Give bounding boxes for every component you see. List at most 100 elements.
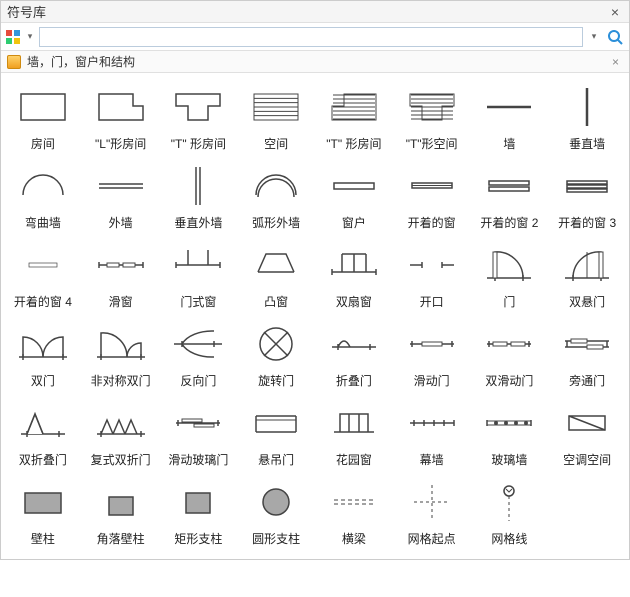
symbol-dblhung[interactable]: 双悬门 (549, 237, 625, 312)
door-icon (479, 239, 539, 291)
symbol-rectcol[interactable]: 矩形支柱 (161, 474, 237, 549)
symbol-label: 双门 (31, 372, 55, 389)
symbol-vwall[interactable]: 垂直墙 (549, 79, 625, 154)
symbol-circcol[interactable]: 圆形支柱 (238, 474, 314, 549)
symbol-compbifold[interactable]: 复式双折门 (83, 395, 159, 470)
symbol-space[interactable]: 空间 (238, 79, 314, 154)
symbol-wall[interactable]: 墙 (472, 79, 548, 154)
symbol-label: 圆形支柱 (252, 530, 300, 547)
breadcrumb-text: 墙，门，窗户和结构 (27, 53, 602, 70)
symbol-asymdbl[interactable]: 非对称双门 (83, 316, 159, 391)
symbol-label: 开着的窗 3 (558, 214, 616, 231)
symbol-revolve[interactable]: 旋转门 (238, 316, 314, 391)
panel-title: 符号库 (7, 2, 607, 21)
breadcrumb-close-icon[interactable]: × (608, 55, 623, 69)
openwin3-icon (557, 160, 617, 212)
symbol-label: 幕墙 (420, 451, 444, 468)
openwin-icon (402, 160, 462, 212)
symbol-openwin3[interactable]: 开着的窗 3 (549, 158, 625, 233)
symbol-library-panel: 符号库 × ▾ ▾ 墙，门，窗户和结构 × 房间"L"形房间"T" 形房间空间"… (0, 0, 630, 560)
l-room-icon (91, 81, 151, 133)
symbol-openwin[interactable]: 开着的窗 (394, 158, 470, 233)
folder-icon (7, 55, 21, 69)
dblslide-icon (479, 318, 539, 370)
symbol-label: 开着的窗 (408, 214, 456, 231)
symbol-label: 空间 (264, 135, 288, 152)
symbol-overhang[interactable]: 悬吊门 (238, 395, 314, 470)
symbol-arcwall[interactable]: 弧形外墙 (238, 158, 314, 233)
symbol-doorwin[interactable]: 门式窗 (161, 237, 237, 312)
symbol-slidewin[interactable]: 滑窗 (83, 237, 159, 312)
symbol-curtainwall[interactable]: 幕墙 (394, 395, 470, 470)
symbol-vextwall[interactable]: 垂直外墙 (161, 158, 237, 233)
symbol-slidedoor[interactable]: 滑动门 (394, 316, 470, 391)
openwin4-icon (13, 239, 73, 291)
close-icon[interactable]: × (607, 4, 623, 20)
openwin2-icon (479, 160, 539, 212)
symbol-door[interactable]: 门 (472, 237, 548, 312)
symbol-dbldoor[interactable]: 双门 (5, 316, 81, 391)
app-icon (5, 29, 21, 45)
symbol-gridorigin[interactable]: 网格起点 (394, 474, 470, 549)
category-dropdown-icon[interactable]: ▾ (25, 31, 35, 42)
symbol-cornerpil[interactable]: 角落壁柱 (83, 474, 159, 549)
symbol-bypass[interactable]: 旁通门 (549, 316, 625, 391)
gridorigin-icon (402, 476, 462, 528)
symbol-gardenwin[interactable]: 花园窗 (316, 395, 392, 470)
acspace-icon (557, 397, 617, 449)
symbol-label: 角落壁柱 (97, 530, 145, 547)
beam-icon (324, 476, 384, 528)
symbol-beam[interactable]: 横梁 (316, 474, 392, 549)
space-icon (246, 81, 306, 133)
symbol-room[interactable]: 房间 (5, 79, 81, 154)
search-input[interactable] (39, 27, 583, 47)
symbol-t-room2[interactable]: "T" 形房间 (316, 79, 392, 154)
glasswall-icon (479, 397, 539, 449)
rectcol-icon (168, 476, 228, 528)
wall-icon (479, 81, 539, 133)
symbol-acspace[interactable]: 空调空间 (549, 395, 625, 470)
gardenwin-icon (324, 397, 384, 449)
folddoor-icon (324, 318, 384, 370)
symbol-pilaster[interactable]: 壁柱 (5, 474, 81, 549)
symbol-label: "T"形空间 (406, 135, 458, 152)
symbol-t-space[interactable]: "T"形空间 (394, 79, 470, 154)
symbol-label: 玻璃墙 (491, 451, 527, 468)
symbol-openwin2[interactable]: 开着的窗 2 (472, 158, 548, 233)
symbol-label: 折叠门 (336, 372, 372, 389)
extwall-icon (91, 160, 151, 212)
symbol-label: 窗户 (342, 214, 366, 231)
symbol-label: 门式窗 (180, 293, 216, 310)
symbol-label: 非对称双门 (91, 372, 151, 389)
symbol-window[interactable]: 窗户 (316, 158, 392, 233)
symbol-label: 网格起点 (408, 530, 456, 547)
symbol-dblwin[interactable]: 双扇窗 (316, 237, 392, 312)
symbol-bifold[interactable]: 双折叠门 (5, 395, 81, 470)
search-dropdown-icon[interactable]: ▾ (587, 31, 601, 42)
symbol-t-room[interactable]: "T" 形房间 (161, 79, 237, 154)
symbol-l-room[interactable]: "L"形房间 (83, 79, 159, 154)
symbol-label: 开口 (420, 293, 444, 310)
symbol-folddoor[interactable]: 折叠门 (316, 316, 392, 391)
symbol-glasswall[interactable]: 玻璃墙 (472, 395, 548, 470)
gridline-icon (479, 476, 539, 528)
symbol-curvewall[interactable]: 弯曲墙 (5, 158, 81, 233)
symbol-slideglass[interactable]: 滑动玻璃门 (161, 395, 237, 470)
symbol-opening[interactable]: 开口 (394, 237, 470, 312)
symbol-label: 房间 (31, 135, 55, 152)
symbol-label: 花园窗 (336, 451, 372, 468)
dblhung-icon (557, 239, 617, 291)
search-button[interactable] (605, 27, 625, 47)
symbol-gridline[interactable]: 网格线 (472, 474, 548, 549)
symbol-extwall[interactable]: 外墙 (83, 158, 159, 233)
symbol-label: "L"形房间 (95, 135, 146, 152)
baywin-icon (246, 239, 306, 291)
room-icon (13, 81, 73, 133)
symbol-baywin[interactable]: 凸窗 (238, 237, 314, 312)
symbol-dblslide[interactable]: 双滑动门 (472, 316, 548, 391)
slidedoor-icon (402, 318, 462, 370)
symbol-openwin4[interactable]: 开着的窗 4 (5, 237, 81, 312)
symbol-label: "T" 形房间 (326, 135, 381, 152)
asymdbl-icon (91, 318, 151, 370)
symbol-revdoor[interactable]: 反向门 (161, 316, 237, 391)
